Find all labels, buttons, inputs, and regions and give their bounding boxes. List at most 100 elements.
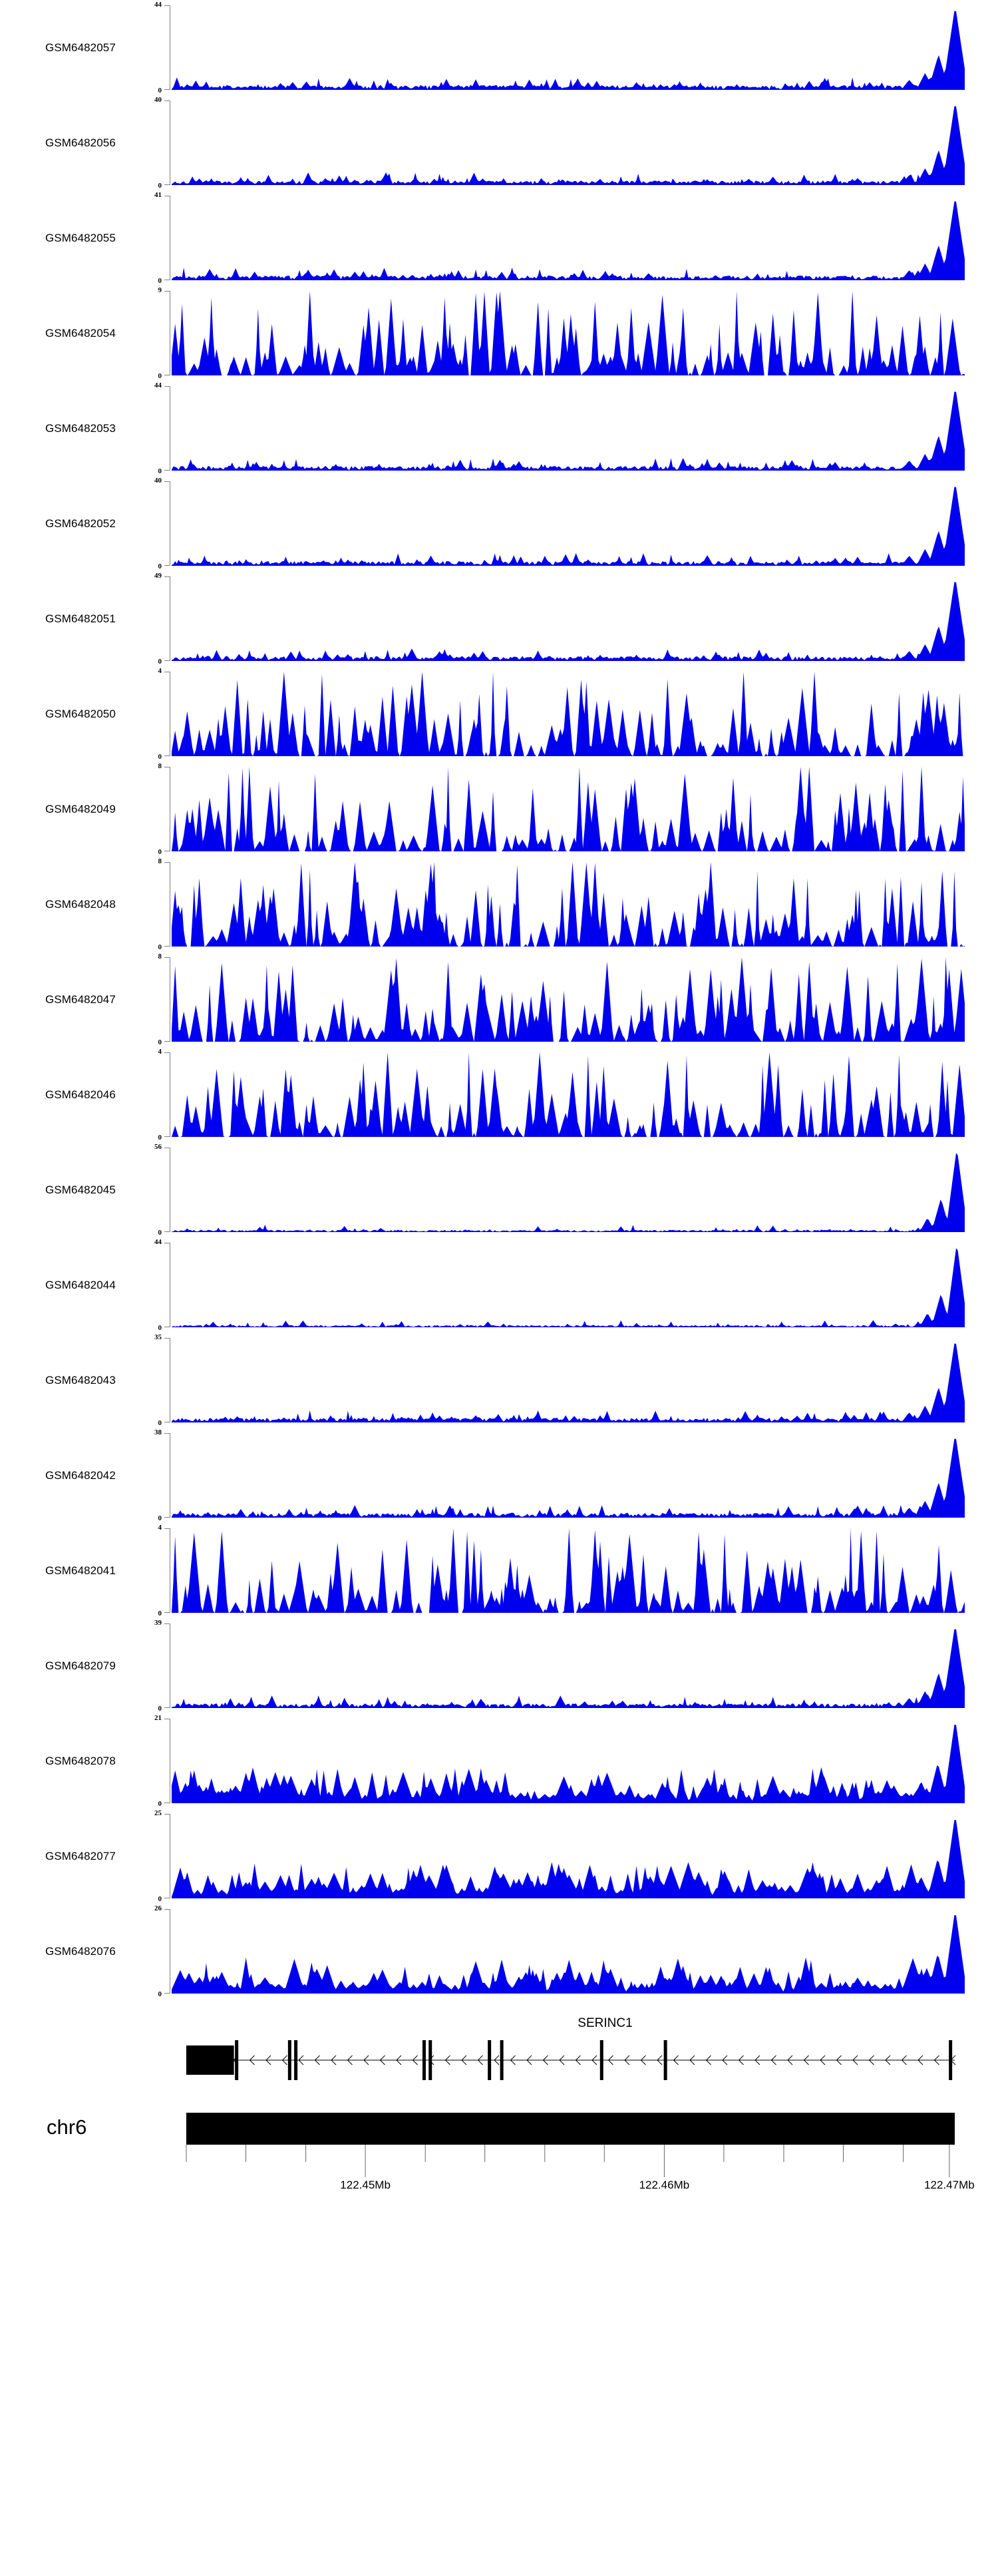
axis-min-value: 0 [158,182,162,190]
axis-tick-bottom [164,1993,170,1994]
axis-tick-bottom [164,1041,170,1042]
axis-tick-bottom [164,1517,170,1518]
strand-arrow-icon [510,2055,516,2065]
axis-tick-top [164,1623,170,1624]
axis-tick-top [164,1433,170,1434]
axis-min-value: 0 [158,1514,162,1522]
strand-arrow-icon [657,2055,663,2065]
strand-arrow-icon [477,2055,483,2065]
axis-tick-bottom [164,1612,170,1613]
axis-min-value: 0 [158,658,162,666]
coverage-track: GSM6482046 4 0 [0,1047,998,1142]
axis-min-value: 0 [158,87,162,95]
coverage-plot [172,1052,965,1137]
track-label: GSM6482054 [45,326,116,339]
track-label: GSM6482056 [45,136,116,149]
coordinate-tick-label: 122.46Mb [639,2179,690,2191]
coverage-track: GSM6482044 44 0 [0,1237,998,1333]
track-label: GSM6482078 [45,1754,116,1767]
gene-exon [949,2040,953,2080]
axis-tick-top [164,5,170,6]
coverage-plot [172,576,965,661]
axis-max-value: 35 [154,1333,162,1341]
axis-max-value: 8 [158,762,162,770]
strand-arrow-icon [705,2055,711,2065]
gene-model-track: SERINC1 [0,1999,998,2089]
strand-arrow-icon [379,2055,385,2065]
axis-max-value: 4 [158,1524,162,1532]
axis-min-value: 0 [158,848,162,856]
strand-arrow-icon [331,2055,337,2065]
strand-arrow-icon [575,2055,581,2065]
axis-tick-top [164,1052,170,1053]
axis-tick-top [164,1338,170,1339]
coverage-track: GSM6482079 39 0 [0,1618,998,1713]
coverage-plot [172,101,965,185]
axis-max-value: 8 [158,953,162,961]
coverage-plot [172,1814,965,1898]
chromosome-ideogram-track: chr6 122.45Mb 122.46Mb 122.47Mb [0,2089,998,2222]
axis-min-value: 0 [158,1038,162,1046]
track-y-axis: 39 0 [154,1619,171,1713]
coverage-track: GSM6482052 40 0 [0,476,998,571]
strand-arrow-icon [265,2055,271,2065]
axis-max-value: 40 [154,96,162,104]
track-y-axis: 56 0 [154,1143,171,1237]
track-label: GSM6482041 [45,1564,116,1577]
strand-arrow-icon [559,2055,565,2065]
axis-tick-bottom [164,1231,170,1232]
coverage-plot [172,196,965,280]
strand-arrow-icon [820,2055,826,2065]
strand-arrow-icon [933,2055,939,2065]
axis-max-value: 4 [158,1048,162,1056]
coverage-track: GSM6482041 4 0 [0,1523,998,1618]
strand-arrow-icon [444,2055,450,2065]
axis-tick-top [164,576,170,577]
gene-model-graphic [186,2040,956,2080]
strand-arrow-icon [298,2055,304,2065]
strand-arrow-icon [689,2055,695,2065]
coverage-plot [172,386,965,471]
axis-max-value: 49 [154,572,162,580]
coverage-track: GSM6482051 49 0 [0,571,998,666]
coverage-tracks-container: GSM6482057 44 0 GSM6482056 40 0 GSM6482055 41 0 G… [0,1,998,1999]
coverage-plot [172,1528,965,1613]
coordinate-tick-label: 122.45Mb [340,2179,391,2191]
axis-tick-top [164,862,170,863]
axis-tick-top [164,1909,170,1910]
track-label: GSM6482076 [45,1944,116,1958]
track-y-axis: 44 0 [154,1238,171,1332]
strand-arrow-icon [738,2055,744,2065]
gene-exon [287,2040,291,2080]
axis-max-value: 21 [154,1714,162,1722]
axis-max-value: 8 [158,857,162,865]
track-y-axis: 40 0 [154,96,171,190]
axis-min-value: 0 [158,1134,162,1142]
strand-arrow-icon [314,2055,320,2065]
gene-exon [500,2040,504,2080]
strand-arrow-icon [836,2055,842,2065]
coverage-track: GSM6482047 8 0 [0,952,998,1047]
strand-arrow-icon [542,2055,548,2065]
track-label: GSM6482050 [45,707,116,720]
coverage-track: GSM6482048 8 0 [0,857,998,952]
track-label: GSM6482079 [45,1659,116,1672]
coverage-track: GSM6482076 26 0 [0,1904,998,1999]
axis-tick-bottom [164,565,170,566]
gene-name-label: SERINC1 [578,2016,633,2030]
axis-tick-bottom [164,755,170,756]
axis-min-value: 0 [158,277,162,285]
strand-arrow-icon [363,2055,369,2065]
strand-arrow-icon [591,2055,597,2065]
strand-arrow-icon [347,2055,353,2065]
axis-tick-top [164,291,170,292]
coverage-track: GSM6482053 44 0 [0,381,998,476]
strand-arrow-icon [901,2055,907,2065]
axis-tick-top [164,1528,170,1529]
axis-min-value: 0 [158,1990,162,1998]
